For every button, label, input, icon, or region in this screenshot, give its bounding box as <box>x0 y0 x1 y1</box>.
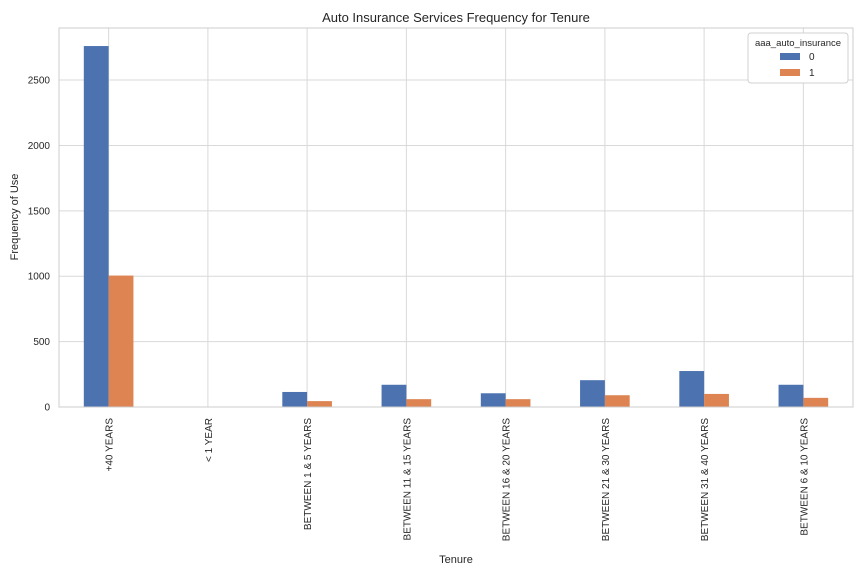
plot-frame <box>58 27 854 408</box>
x-tick-label-4: BETWEEN 16 & 20 YEARS <box>502 418 513 542</box>
bars <box>83 46 829 408</box>
legend-label-series-1: 1 <box>809 68 815 79</box>
bar-series-1-7 <box>803 397 829 407</box>
bar-series-0-7 <box>778 384 804 407</box>
x-tick-label-6: BETWEEN 31 & 40 YEARS <box>700 418 711 542</box>
y-tick-labels: 0 500 1000 1500 2000 2500 <box>28 76 51 414</box>
y-tick-label-3: 1500 <box>28 206 51 217</box>
bar-series-1-3 <box>406 399 432 407</box>
chart-title: Auto Insurance Services Frequency for Te… <box>322 10 590 25</box>
bar-series-1-0 <box>108 275 134 407</box>
bar-series-1-5 <box>604 395 630 407</box>
x-tick-label-3: BETWEEN 11 & 15 YEARS <box>402 418 413 541</box>
legend: aaa_auto_insurance 0 1 <box>747 32 849 84</box>
x-tick-label-1: < 1 YEAR <box>204 418 215 462</box>
x-tick-label-2: BETWEEN 1 & 5 YEARS <box>303 418 314 530</box>
bar-series-0-2 <box>282 391 308 407</box>
legend-label-series-0: 0 <box>809 52 815 63</box>
bar-series-0-3 <box>381 384 407 407</box>
x-tick-labels: +40 YEARS < 1 YEAR BETWEEN 1 & 5 YEARS BETW… <box>105 418 811 542</box>
y-tick-label-2: 1000 <box>28 272 51 283</box>
x-axis-label: Tenure <box>439 554 473 566</box>
y-tick-label-4: 2000 <box>28 141 51 152</box>
plot-area <box>59 28 853 407</box>
legend-swatch-series-0 <box>780 53 800 60</box>
y-tick-label-1: 500 <box>33 337 50 348</box>
bar-series-1-4 <box>505 399 531 407</box>
x-tick-label-0: +40 YEARS <box>105 418 116 472</box>
bar-series-0-5 <box>580 380 605 407</box>
legend-title: aaa_auto_insurance <box>755 38 841 49</box>
x-tick-label-7: BETWEEN 6 & 10 YEARS <box>799 418 810 536</box>
y-tick-label-0: 0 <box>44 403 50 414</box>
bar-series-1-2 <box>307 401 332 407</box>
x-tick-label-5: BETWEEN 21 & 30 YEARS <box>601 418 612 542</box>
bar-series-0-4 <box>480 393 506 407</box>
bar-series-1-6 <box>704 393 729 407</box>
y-tick-label-5: 2500 <box>28 76 51 87</box>
gridlines <box>59 28 853 408</box>
y-axis-label: Frequency of Use <box>9 174 21 261</box>
bar-series-0-0 <box>83 46 109 408</box>
legend-swatch-series-1 <box>780 69 800 76</box>
bar-series-0-6 <box>679 371 705 407</box>
